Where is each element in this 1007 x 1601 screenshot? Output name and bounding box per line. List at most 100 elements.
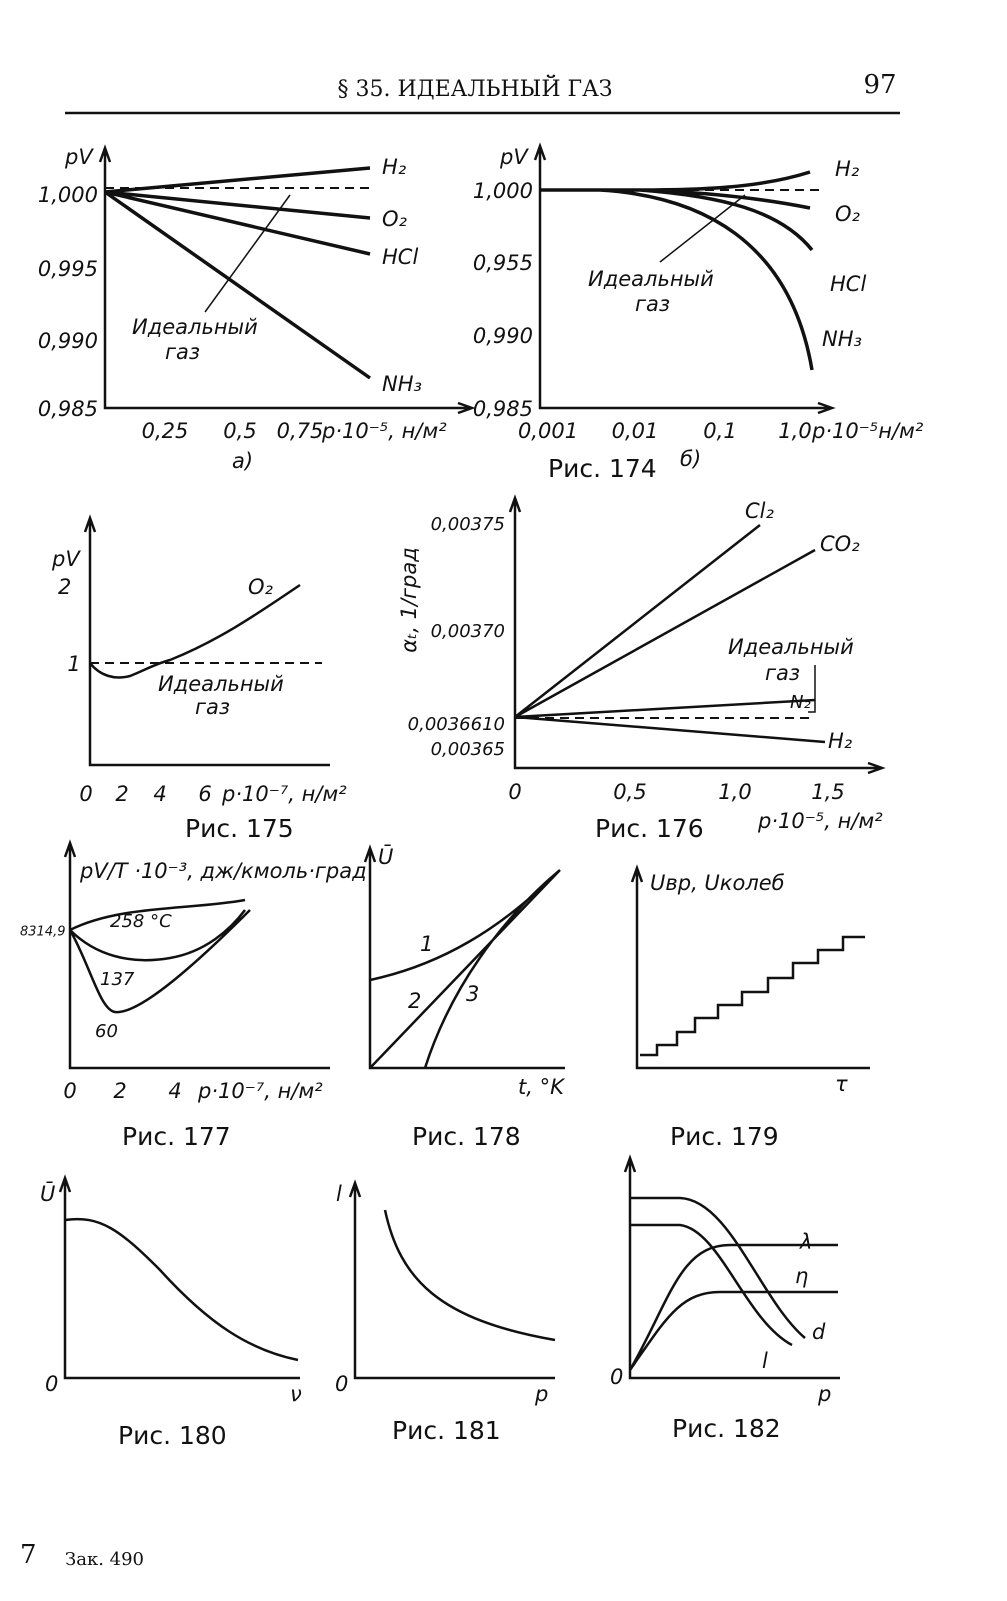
y-tick: 0,990 [38,329,98,353]
annotation: Идеальный [158,672,284,696]
caption: Рис. 180 [118,1421,227,1450]
axes [623,1154,840,1380]
y-label: pV/T ·10⁻³, дж/кмоль·град [79,859,367,883]
figure-180 [58,1174,300,1380]
x-tick: 0 [63,1079,76,1103]
x-tick: 0,01 [612,419,659,443]
x-tick: 4 [168,1079,181,1103]
curve-label: 137 [100,969,135,990]
origin: 0 [610,1365,623,1389]
caption: Рис. 174 [548,454,657,483]
curve-label: λ [799,1230,812,1254]
annotation: Идеальный [588,267,714,291]
curves [540,170,814,371]
caption: Рис. 176 [595,814,704,843]
curve-label: H₂ [835,157,860,181]
curve-label: O₂ [835,202,861,226]
curve-label: l [762,1349,768,1373]
curves [103,166,372,380]
x-tick: 0 [79,782,92,806]
y-tick: 0,00370 [431,621,505,642]
annotation: газ [165,340,200,364]
x-tick: 1,0 [718,780,751,804]
y-label: pV [64,145,94,169]
y-tick: 0,0036610 [408,714,505,735]
axes [63,839,330,1070]
y-tick: 0,995 [38,257,98,281]
curve-label: NH₃ [382,372,422,396]
caption: Рис. 182 [672,1414,781,1443]
y-tick: 1 [67,652,80,676]
figure-176 [508,494,886,775]
annotation: Идеальный [728,635,854,659]
x-tick: 6 [198,782,211,806]
figure-174a [98,144,476,415]
curves [68,898,251,1014]
caption: Рис. 177 [122,1122,231,1151]
curve-label: 3 [466,982,479,1006]
pointer [204,194,291,313]
axes [630,864,870,1070]
curve-label: H₂ [382,155,407,179]
annotation: Идеальный [132,315,258,339]
x-tick: 1,0 [778,419,811,443]
y-tick: 1,000 [38,183,98,207]
curve-label: O₂ [382,207,408,231]
x-label: p·10⁻⁷, н/м² [197,1079,323,1103]
curve-label: CO₂ [820,532,860,556]
curve-label: H₂ [828,729,853,753]
y-label: Ū [378,844,393,869]
section-title: § 35. ИДЕАЛЬНЫЙ ГАЗ [338,74,613,102]
curves [628,1196,838,1371]
x-label: p·10⁻⁵, н/м² [757,809,883,833]
y-tick: 0,985 [38,397,98,421]
y-tick: 0,990 [473,324,533,348]
curve-label: 2 [408,989,421,1013]
y-label: Ū [40,1181,55,1206]
caption: Рис. 181 [392,1416,501,1445]
x-tick: 0,5 [223,419,256,443]
x-tick: 2 [113,1079,126,1103]
sheet-number: 7 [20,1540,37,1570]
x-tick: 0 [508,780,521,804]
x-tick: 0,5 [613,780,646,804]
x-label: p·10⁻⁷, н/м² [221,782,347,806]
y-label: pV [51,547,81,571]
axes [533,142,836,415]
x-tick: 0,1 [703,419,736,443]
axes [508,494,886,775]
curve-label: d [812,1320,826,1344]
part-label: б) [680,447,701,471]
annotation: газ [635,292,670,316]
y-tick: 0,985 [473,397,533,421]
y-tick: 1,000 [473,179,533,203]
print-note: Зак. 490 [65,1549,144,1570]
y-label: Uвр, Uколеб [650,871,785,895]
curve [64,1217,299,1362]
page-number: 97 [863,70,896,100]
curve-label: NH₃ [822,327,862,351]
figure-181 [348,1179,556,1380]
x-label: p·10⁻⁵н/м² [811,419,924,443]
origin: 0 [335,1372,348,1396]
staircase [640,935,865,1057]
pointer [659,194,746,263]
y-tick: 0,955 [473,251,533,275]
x-label: τ [835,1072,848,1096]
curve-label: N₂ [790,692,811,713]
curve-label: 1 [420,932,433,956]
caption: Рис. 178 [412,1122,521,1151]
axes [58,1174,300,1380]
axes [83,514,330,767]
y-label: pV [499,145,529,169]
axes [348,1179,555,1380]
curve-label: η [795,1264,808,1288]
x-tick: 1,5 [811,780,844,804]
y-label: 2 [58,575,71,599]
curve-label: HCl [830,272,866,296]
x-label: p [817,1382,831,1406]
figure-175 [83,514,330,767]
y-tick: 0,00365 [431,739,505,760]
x-tick: 2 [115,782,128,806]
